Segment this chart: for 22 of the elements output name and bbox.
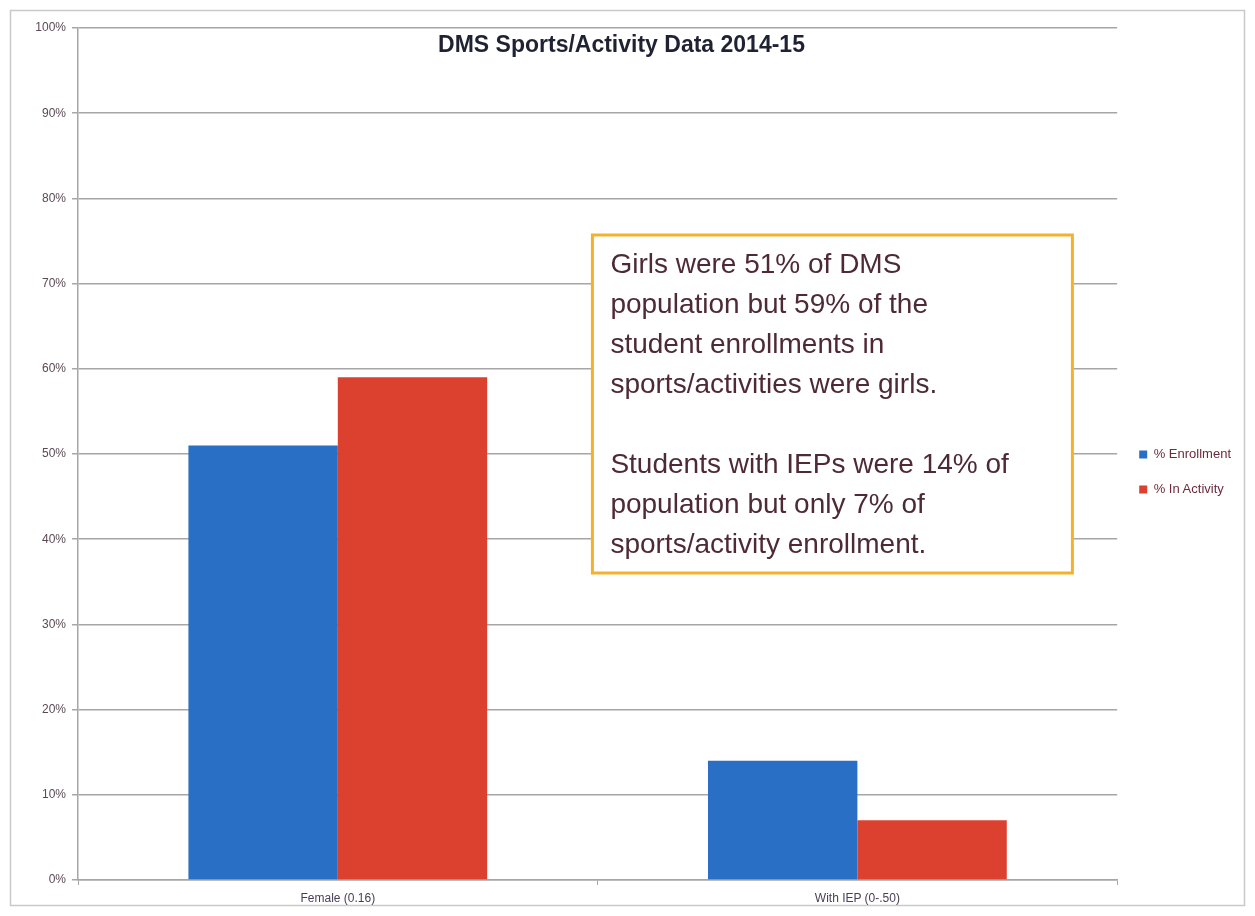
bar bbox=[708, 760, 858, 880]
bar bbox=[188, 445, 338, 880]
y-tick-label: 50% bbox=[41, 446, 67, 461]
y-tick-label: 90% bbox=[41, 105, 67, 120]
y-tick-label: 40% bbox=[41, 531, 67, 546]
y-tick-label: 70% bbox=[41, 275, 67, 290]
x-tick-label: With IEP (0-.50) bbox=[814, 890, 900, 905]
y-tick-label: 0% bbox=[48, 872, 67, 887]
y-tick-label: 100% bbox=[35, 20, 67, 35]
chart-title: DMS Sports/Activity Data 2014-15 bbox=[438, 31, 806, 58]
y-tick-label: 20% bbox=[41, 701, 67, 716]
annotation: Girls were 51% of DMS population but 59% of the student enrollments in sports/activities were girls. bbox=[610, 247, 938, 399]
y-tick-label: 60% bbox=[41, 361, 67, 376]
bar bbox=[857, 820, 1007, 880]
y-tick-label: 10% bbox=[41, 787, 67, 802]
y-tick-label: 30% bbox=[41, 616, 67, 631]
bar bbox=[337, 377, 488, 880]
legend-label: % In Activity bbox=[1153, 481, 1225, 497]
annotation: Students with IEPs were 14% of population but only 7% of sports/activity enrollment. bbox=[610, 447, 1010, 559]
y-tick-label: 80% bbox=[41, 190, 67, 205]
x-tick-label: Female (0.16) bbox=[300, 890, 376, 905]
legend-label: % Enrollment bbox=[1153, 446, 1232, 462]
